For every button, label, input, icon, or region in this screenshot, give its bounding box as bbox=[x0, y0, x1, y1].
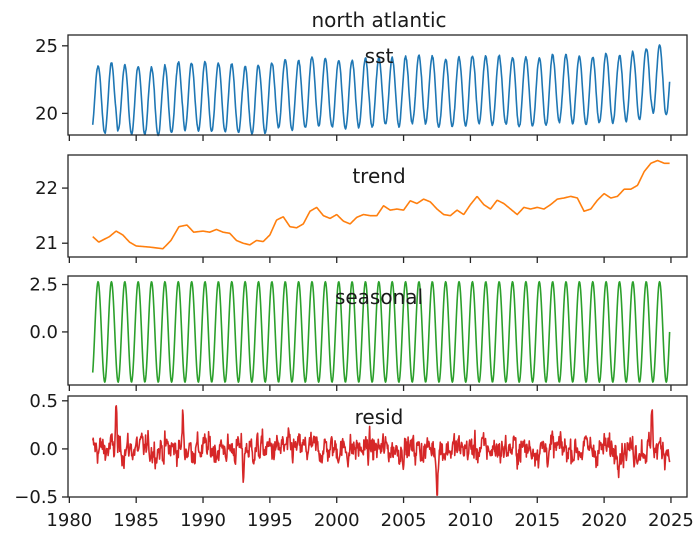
panels-group: sst2025trend2122seasonal2.50.0resid0.50.… bbox=[14, 34, 694, 531]
figure-title: north atlantic bbox=[312, 8, 447, 32]
series-line-seasonal bbox=[91, 280, 671, 383]
x-tick-label: 2010 bbox=[448, 510, 494, 531]
panel-label-resid: resid bbox=[355, 405, 404, 429]
x-tick-label: 2005 bbox=[381, 510, 427, 531]
axes-frame-seasonal bbox=[67, 275, 688, 386]
y-tick-label: 0.0 bbox=[29, 439, 58, 460]
series-line-trend bbox=[92, 159, 670, 250]
x-tick-label: 2015 bbox=[514, 510, 560, 531]
axes-frame-trend bbox=[67, 154, 688, 258]
panel-label-seasonal: seasonal bbox=[335, 285, 423, 309]
series-line-sst bbox=[91, 44, 671, 137]
panel-label-trend: trend bbox=[352, 164, 405, 188]
panel-sst: sst 20 25 bbox=[35, 34, 688, 141]
y-tick-label: 20 bbox=[35, 103, 58, 124]
y-tick-label: 0.5 bbox=[29, 391, 58, 412]
y-tick-label: 2.5 bbox=[29, 275, 58, 296]
x-tick-label: 1990 bbox=[180, 510, 226, 531]
x-tick-label: 2025 bbox=[648, 510, 694, 531]
x-tick-label: 1985 bbox=[113, 510, 159, 531]
y-tick-label: 25 bbox=[35, 36, 58, 57]
x-tick-label: 1980 bbox=[46, 510, 92, 531]
panel-trend: trend 21 22 bbox=[35, 154, 688, 263]
y-tick-label: 22 bbox=[35, 178, 58, 199]
axes-frame-resid bbox=[67, 395, 688, 498]
x-tick-label: 2020 bbox=[581, 510, 627, 531]
x-tick-label: 2000 bbox=[314, 510, 360, 531]
panel-label-sst: sst bbox=[365, 44, 394, 68]
y-tick-label: 0.0 bbox=[29, 322, 58, 343]
y-tick-label: 21 bbox=[35, 233, 58, 254]
series-line-resid bbox=[91, 405, 671, 496]
x-tick-label: 1995 bbox=[247, 510, 293, 531]
axes-frame-sst bbox=[67, 34, 688, 136]
panel-seasonal: seasonal 2.5 0.0 bbox=[29, 275, 688, 391]
y-tick-label: −0.5 bbox=[14, 487, 58, 508]
